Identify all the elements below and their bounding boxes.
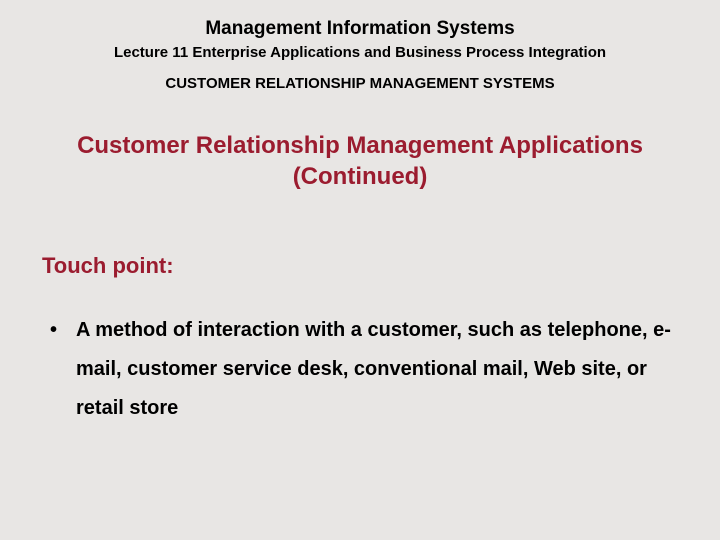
bullet-item: A method of interaction with a customer,… (48, 311, 680, 428)
course-title: Management Information Systems (40, 18, 680, 40)
section-title: CUSTOMER RELATIONSHIP MANAGEMENT SYSTEMS (40, 75, 680, 92)
bullet-list: A method of interaction with a customer,… (40, 311, 680, 428)
slide-heading: Customer Relationship Management Applica… (40, 130, 680, 192)
subtopic-label: Touch point: (42, 253, 680, 279)
slide-container: Management Information Systems Lecture 1… (0, 0, 720, 540)
lecture-title: Lecture 11 Enterprise Applications and B… (40, 43, 680, 63)
